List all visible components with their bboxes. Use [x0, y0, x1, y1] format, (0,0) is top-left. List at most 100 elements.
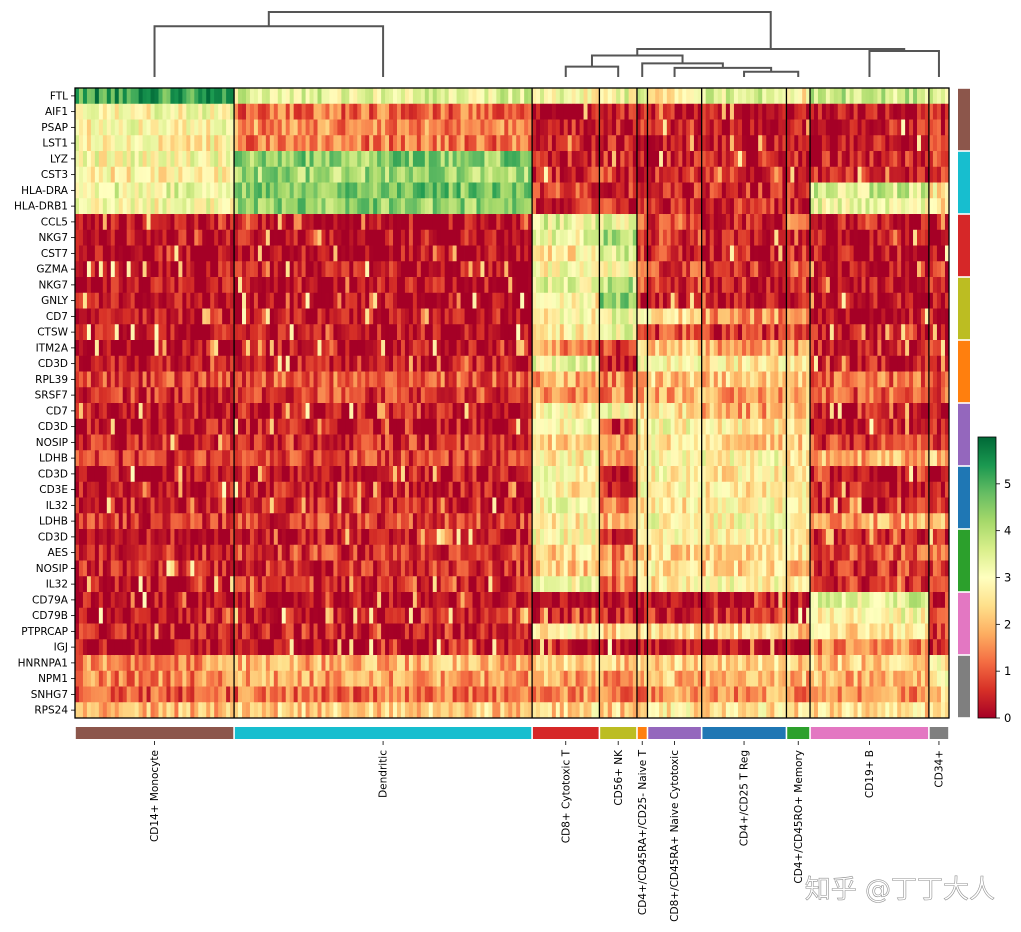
heatmap-cell	[436, 450, 442, 467]
heatmap-cell	[110, 88, 116, 105]
heatmap-cell	[416, 324, 422, 341]
heatmap-cell	[210, 655, 215, 672]
heatmap-cell	[174, 371, 179, 388]
heatmap-cell	[226, 103, 231, 120]
heatmap-cell	[393, 623, 398, 640]
heatmap-cell	[178, 355, 183, 372]
heatmap-cell	[333, 576, 338, 593]
heatmap-cell	[559, 670, 565, 687]
heatmap-cell	[257, 245, 263, 262]
heatmap-cell	[484, 308, 489, 325]
heatmap-cell	[349, 119, 354, 136]
heatmap-cell	[440, 103, 446, 120]
heatmap-cell	[198, 198, 203, 215]
heatmap-cell	[182, 277, 187, 294]
heatmap-cell	[412, 324, 418, 341]
heatmap-cell	[146, 340, 151, 357]
heatmap-cell	[408, 324, 414, 341]
heatmap-cell	[508, 245, 513, 262]
heatmap-cell	[238, 277, 243, 294]
heatmap-cell	[102, 166, 108, 183]
heatmap-cell	[567, 245, 573, 262]
heatmap-cell	[114, 245, 120, 262]
heatmap-cell	[532, 670, 537, 687]
heatmap-cell	[102, 560, 108, 577]
heatmap-cell	[242, 497, 247, 514]
heatmap-cell	[436, 670, 442, 687]
heatmap-cell	[389, 702, 394, 719]
heatmap-cell	[365, 292, 370, 309]
heatmap-cell	[174, 355, 179, 372]
heatmap-cell	[420, 639, 426, 656]
heatmap-cell	[532, 277, 537, 294]
heatmap-cell	[75, 466, 80, 483]
heatmap-cell	[269, 560, 275, 577]
heatmap-cell	[349, 529, 354, 546]
heatmap-cell	[516, 670, 521, 687]
heatmap-cell	[265, 229, 271, 246]
heatmap-cell	[547, 340, 553, 357]
heatmap-cell	[142, 214, 147, 231]
heatmap-cell	[567, 434, 573, 451]
heatmap-cell	[230, 340, 235, 357]
heatmap-cell	[257, 513, 263, 530]
heatmap-cell	[106, 434, 112, 451]
heatmap-cell	[464, 308, 469, 325]
heatmap-cell	[540, 513, 545, 530]
heatmap-cell	[238, 434, 243, 451]
heatmap-cell	[543, 529, 549, 546]
heatmap-cell	[456, 434, 461, 451]
heatmap-cell	[408, 513, 414, 530]
heatmap-cell	[245, 466, 251, 483]
heatmap-cell	[432, 292, 438, 309]
heatmap-cell	[78, 544, 84, 561]
heatmap-cell	[488, 292, 493, 309]
heatmap-cell	[389, 497, 394, 514]
heatmap-cell	[492, 355, 497, 372]
heatmap-cell	[337, 135, 342, 152]
heatmap-cell	[337, 607, 342, 624]
heatmap-cell	[385, 135, 390, 152]
heatmap-cell	[385, 198, 390, 215]
heatmap-cell	[210, 529, 215, 546]
heatmap-cell	[540, 481, 545, 498]
heatmap-cell	[321, 670, 326, 687]
heatmap-cell	[158, 119, 163, 136]
heatmap-cell	[102, 277, 108, 294]
heatmap-cell	[138, 592, 144, 609]
heatmap-cell	[309, 135, 314, 152]
heatmap-cell	[373, 639, 378, 656]
heatmap-cell	[444, 371, 450, 388]
heatmap-cell	[301, 655, 306, 672]
heatmap-cell	[333, 229, 338, 246]
heatmap-cell	[150, 229, 155, 246]
heatmap-cell	[257, 119, 263, 136]
heatmap-cell	[166, 544, 171, 561]
heatmap-cell	[468, 261, 473, 278]
heatmap-cell	[389, 560, 394, 577]
heatmap-cell	[265, 592, 271, 609]
heatmap-cell	[86, 497, 92, 514]
heatmap-cell	[86, 88, 92, 105]
heatmap-cell	[524, 576, 529, 593]
heatmap-cell	[194, 277, 199, 294]
heatmap-cell	[86, 214, 92, 231]
heatmap-cell	[524, 670, 529, 687]
heatmap-cell	[146, 229, 151, 246]
heatmap-cell	[154, 166, 159, 183]
heatmap-cell	[297, 277, 303, 294]
heatmap-cell	[218, 592, 223, 609]
heatmap-cell	[182, 88, 187, 105]
heatmap-cell	[301, 277, 306, 294]
heatmap-cell	[202, 324, 207, 341]
heatmap-cell	[325, 214, 330, 231]
heatmap-cell	[114, 592, 120, 609]
heatmap-cell	[138, 450, 144, 467]
heatmap-cell	[357, 308, 362, 325]
heatmap-cell	[249, 182, 255, 199]
heatmap-cell	[452, 529, 457, 546]
heatmap-cell	[162, 592, 167, 609]
heatmap-cell	[456, 529, 461, 546]
heatmap-cell	[516, 686, 521, 703]
heatmap-cell	[242, 403, 247, 420]
